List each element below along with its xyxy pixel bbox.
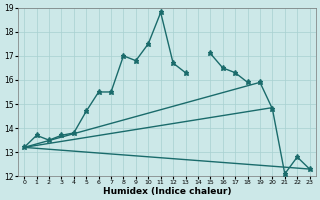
X-axis label: Humidex (Indice chaleur): Humidex (Indice chaleur) (103, 187, 231, 196)
